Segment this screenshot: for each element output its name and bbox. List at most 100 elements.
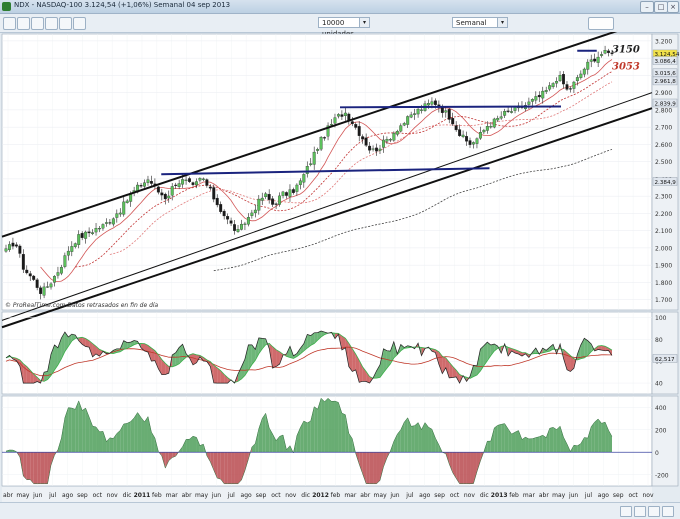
candle-body bbox=[305, 166, 309, 174]
candle-body bbox=[70, 246, 74, 252]
price-annotation: 3150 bbox=[612, 45, 640, 56]
osc2-fill bbox=[102, 431, 107, 453]
time-tick-label: ago bbox=[62, 492, 73, 499]
osc1-fill bbox=[68, 334, 72, 347]
osc1-fill bbox=[345, 338, 349, 367]
candle-body bbox=[222, 210, 226, 217]
scroll-left-icon[interactable] bbox=[620, 506, 632, 517]
osc2-fill bbox=[172, 452, 176, 458]
osc2-fill bbox=[535, 436, 540, 453]
candle-body bbox=[582, 68, 586, 75]
osc2-fill bbox=[376, 452, 380, 484]
osc2-fill bbox=[206, 452, 211, 462]
candle-body bbox=[201, 178, 205, 180]
close-button[interactable]: × bbox=[667, 1, 679, 13]
osc1-signal-line bbox=[5, 332, 613, 384]
candle-body bbox=[371, 148, 375, 150]
candle-body bbox=[565, 84, 569, 90]
candle-body bbox=[163, 193, 167, 200]
time-tick-label: jun bbox=[211, 492, 221, 499]
zoom-icon[interactable] bbox=[31, 17, 44, 30]
osc2-fill bbox=[40, 452, 45, 484]
time-tick-label: jun bbox=[32, 492, 42, 499]
candle-body bbox=[111, 218, 115, 225]
osc2-fill bbox=[314, 406, 318, 453]
osc2-fill bbox=[463, 452, 467, 484]
candle-body bbox=[195, 181, 198, 186]
osc1-fill bbox=[379, 348, 384, 378]
candle-body bbox=[73, 243, 77, 247]
time-tick-label: ago bbox=[241, 492, 252, 499]
osc1-fill bbox=[570, 355, 574, 372]
text-tool-icon[interactable] bbox=[59, 17, 72, 30]
maximize-button[interactable]: □ bbox=[654, 1, 668, 13]
osc2-fill bbox=[331, 401, 335, 453]
candle-body bbox=[357, 126, 361, 136]
price-tick-label: 2.300 bbox=[655, 194, 672, 201]
osc1-fill bbox=[54, 344, 58, 371]
period-select[interactable]: Semanal ▾ bbox=[452, 17, 508, 28]
osc2-fill bbox=[532, 437, 536, 453]
osc1-value-label: 62,517 bbox=[655, 357, 675, 363]
price-tick-label: 2.200 bbox=[655, 211, 672, 218]
time-tick-label: feb bbox=[152, 492, 162, 499]
panel-2-price-scale bbox=[651, 311, 679, 395]
osc2-fill bbox=[560, 426, 564, 453]
candle-body bbox=[66, 250, 70, 256]
candle-body bbox=[478, 132, 482, 139]
draw-line-icon[interactable] bbox=[17, 17, 30, 30]
osc1-fill bbox=[71, 334, 76, 342]
osc2-fill bbox=[127, 421, 131, 453]
osc2-fill bbox=[608, 430, 612, 453]
osc1-fill bbox=[390, 341, 394, 364]
candle-body bbox=[596, 56, 600, 63]
candle-body bbox=[229, 220, 233, 224]
zoom-out-icon[interactable] bbox=[634, 506, 646, 517]
osc2-fill bbox=[44, 452, 48, 484]
candle-body bbox=[87, 231, 91, 234]
mini-chart-icon[interactable] bbox=[588, 17, 614, 30]
settings-icon[interactable] bbox=[73, 17, 86, 30]
osc1-fill bbox=[276, 349, 280, 367]
osc1-fill bbox=[601, 345, 606, 351]
chevron-down-icon: ▾ bbox=[497, 18, 507, 27]
candle-body bbox=[309, 163, 313, 165]
osc2-fill bbox=[6, 449, 10, 453]
osc2-fill bbox=[75, 400, 79, 453]
osc1-fill bbox=[286, 346, 290, 358]
osc1-fill bbox=[57, 338, 62, 365]
scroll-right-icon[interactable] bbox=[662, 506, 674, 517]
candle-body bbox=[530, 99, 534, 102]
osc1-fill bbox=[78, 337, 83, 345]
price-tag-box bbox=[652, 56, 678, 65]
osc2-fill bbox=[591, 422, 595, 453]
candle-body bbox=[267, 194, 271, 200]
osc2-fill bbox=[345, 414, 349, 453]
candle-body bbox=[291, 189, 295, 193]
price-tick-label: 3.200 bbox=[655, 38, 672, 45]
candle-body bbox=[413, 113, 417, 115]
candle-body bbox=[340, 114, 344, 117]
candle-body bbox=[537, 94, 541, 98]
indicator-icon[interactable] bbox=[45, 17, 58, 30]
osc2-fill bbox=[580, 437, 585, 453]
zoom-in-icon[interactable] bbox=[648, 506, 660, 517]
osc2-fill bbox=[71, 408, 76, 453]
candle-body bbox=[607, 50, 610, 53]
candle-body bbox=[250, 212, 254, 216]
osc2-fill bbox=[515, 430, 519, 453]
quantity-select[interactable]: 10000 unidades ▾ bbox=[318, 17, 370, 38]
osc2-fill bbox=[490, 427, 495, 453]
osc2-fill bbox=[383, 452, 387, 467]
osc2-fill bbox=[584, 437, 588, 453]
minimize-button[interactable]: – bbox=[640, 1, 654, 13]
time-tick-label: abr bbox=[3, 492, 13, 499]
osc2-fill bbox=[328, 398, 332, 453]
candle-body bbox=[499, 116, 503, 119]
osc2-fill bbox=[525, 437, 529, 453]
time-tick-label: oct bbox=[271, 492, 281, 499]
price-tag-label: 3.086,4 bbox=[655, 59, 677, 65]
osc1-slow-line bbox=[5, 346, 612, 377]
crosshair-icon[interactable] bbox=[3, 17, 16, 30]
candle-body bbox=[170, 186, 174, 196]
